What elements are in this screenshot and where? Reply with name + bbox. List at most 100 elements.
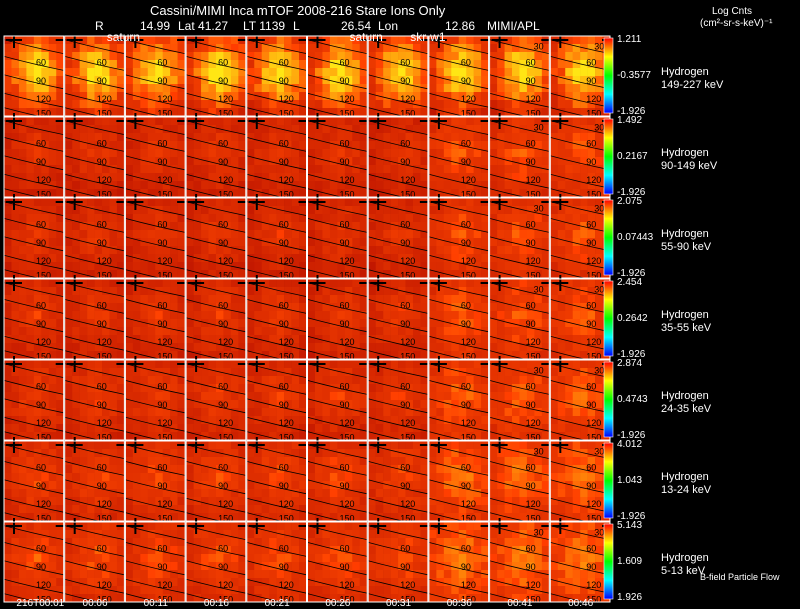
contour-label: 60 (97, 381, 107, 391)
contour-label: 60 (340, 300, 350, 310)
header-lon-value: 12.86 (445, 19, 476, 33)
units-title: Log Cnts (712, 6, 753, 17)
heatmap-cell: 30 60 90 120 150 (549, 194, 611, 284)
heatmap-cell: 60 90 120 150 (185, 518, 247, 608)
bfield-marker (370, 518, 387, 534)
contour-label: 120 (586, 418, 601, 428)
contour-label: 60 (461, 300, 471, 310)
contour-label: 120 (36, 337, 51, 347)
colorbar (604, 362, 613, 437)
contour-label: 120 (279, 418, 294, 428)
contour-label: 90 (157, 238, 167, 248)
contour-label: 150 (461, 190, 476, 200)
heatmap-cell: 60 90 120 150 (428, 275, 490, 365)
contour-label: 90 (340, 319, 350, 329)
bfield-marker (430, 356, 447, 372)
contour-label: 120 (157, 175, 172, 185)
contour-label: 60 (218, 57, 228, 67)
contour-label: 120 (97, 256, 112, 266)
contour-label: 30 (534, 285, 544, 295)
contour-label: 120 (340, 499, 355, 509)
colorbar-cb-max-label: 5.143 (617, 520, 643, 531)
contour-label: 120 (400, 337, 415, 347)
bfield-marker (248, 32, 265, 48)
contour-label: 120 (157, 256, 172, 266)
contour-label: 150 (36, 190, 51, 200)
bfield-marker (66, 32, 83, 48)
contour-label: 150 (279, 109, 294, 119)
heatmap-cell: 60 90 120 150 (3, 356, 65, 446)
heatmap-cell: 60 90 120 150 (64, 113, 125, 203)
contour-label: 90 (36, 400, 46, 410)
contour-label: 120 (279, 175, 294, 185)
contour-label: 60 (340, 381, 350, 391)
contour-label: 90 (400, 562, 410, 572)
contour-label: 150 (279, 352, 294, 362)
contour-label: 120 (157, 418, 172, 428)
contour-label: 150 (279, 514, 294, 524)
bfield-marker (248, 437, 265, 453)
contour-label: 60 (97, 138, 107, 148)
contour-label: 150 (340, 190, 355, 200)
contour-label: 90 (218, 76, 228, 86)
time-tick-label: 00:16 (203, 598, 229, 609)
bfield-marker (6, 518, 22, 534)
colorbar-cb-min-label: -1.926 (617, 349, 646, 360)
bfield-marker (127, 275, 144, 291)
header-lt: LT 1139 (243, 19, 286, 33)
contour-label: 150 (526, 433, 541, 443)
energy-range: 13-24 keV (661, 484, 712, 496)
contour-label: 120 (586, 94, 601, 104)
heatmap-cell: 60 90 120 150 (307, 275, 368, 365)
contour-label: 90 (218, 400, 228, 410)
heatmap-cell: 60 90 120 150 (124, 518, 186, 608)
bfield-marker (6, 437, 22, 453)
contour-label: 150 (340, 109, 355, 119)
bfield-marker (6, 194, 22, 210)
colorbar-cb-max-label: 4.012 (617, 439, 643, 450)
contour-label: 90 (400, 319, 410, 329)
panel-species-label: Hydrogen 149-227 keV (661, 66, 723, 92)
bfield-marker (491, 356, 508, 372)
contour-label: 60 (218, 300, 228, 310)
bfield-marker (6, 356, 22, 372)
contour-label: 150 (586, 595, 601, 605)
heatmap-cell: 60 90 120 150 (3, 194, 65, 284)
contour-label: 120 (526, 94, 541, 104)
contour-label: 60 (400, 138, 410, 148)
heatmap-cell: 30 60 90 120 150 (489, 32, 550, 122)
contour-label: 90 (36, 319, 46, 329)
heatmap-cell: 60 90 120 150 (124, 113, 186, 203)
bfield-marker (309, 356, 326, 372)
bfield-marker (370, 275, 387, 291)
colorbar-cb-max-label: 2.454 (617, 277, 643, 288)
contour-label: 120 (400, 175, 415, 185)
colorbar (604, 281, 613, 356)
heatmap-cell: 60 90 120 150 (3, 518, 65, 608)
contour-label: 90 (218, 238, 228, 248)
contour-label: 60 (586, 57, 596, 67)
bfield-marker (370, 113, 387, 129)
energy-range: 24-35 keV (661, 403, 712, 415)
contour-label: 120 (461, 94, 476, 104)
bfield-marker (491, 32, 508, 48)
contour-label: 90 (461, 481, 471, 491)
contour-label: 60 (97, 300, 107, 310)
target-marker-label: skr-w1 (410, 30, 446, 44)
contour-label: 60 (36, 381, 46, 391)
colorbar-cb-mid-label: 0.2167 (617, 151, 648, 162)
contour-label: 90 (279, 481, 289, 491)
contour-label: 120 (400, 94, 415, 104)
contour-label: 120 (526, 418, 541, 428)
contour-label: 150 (218, 514, 233, 524)
contour-label: 30 (534, 42, 544, 52)
contour-label: 60 (97, 462, 107, 472)
heatmap-cell: 60 90 120 150 (367, 437, 429, 527)
heatmap-cell: 60 90 120 150 (428, 194, 490, 284)
contour-label: 120 (340, 256, 355, 266)
bfield-marker (552, 356, 569, 372)
time-tick-label: 00:06 (82, 598, 108, 609)
contour-label: 150 (97, 352, 112, 362)
bfield-marker (309, 275, 326, 291)
contour-label: 120 (526, 337, 541, 347)
